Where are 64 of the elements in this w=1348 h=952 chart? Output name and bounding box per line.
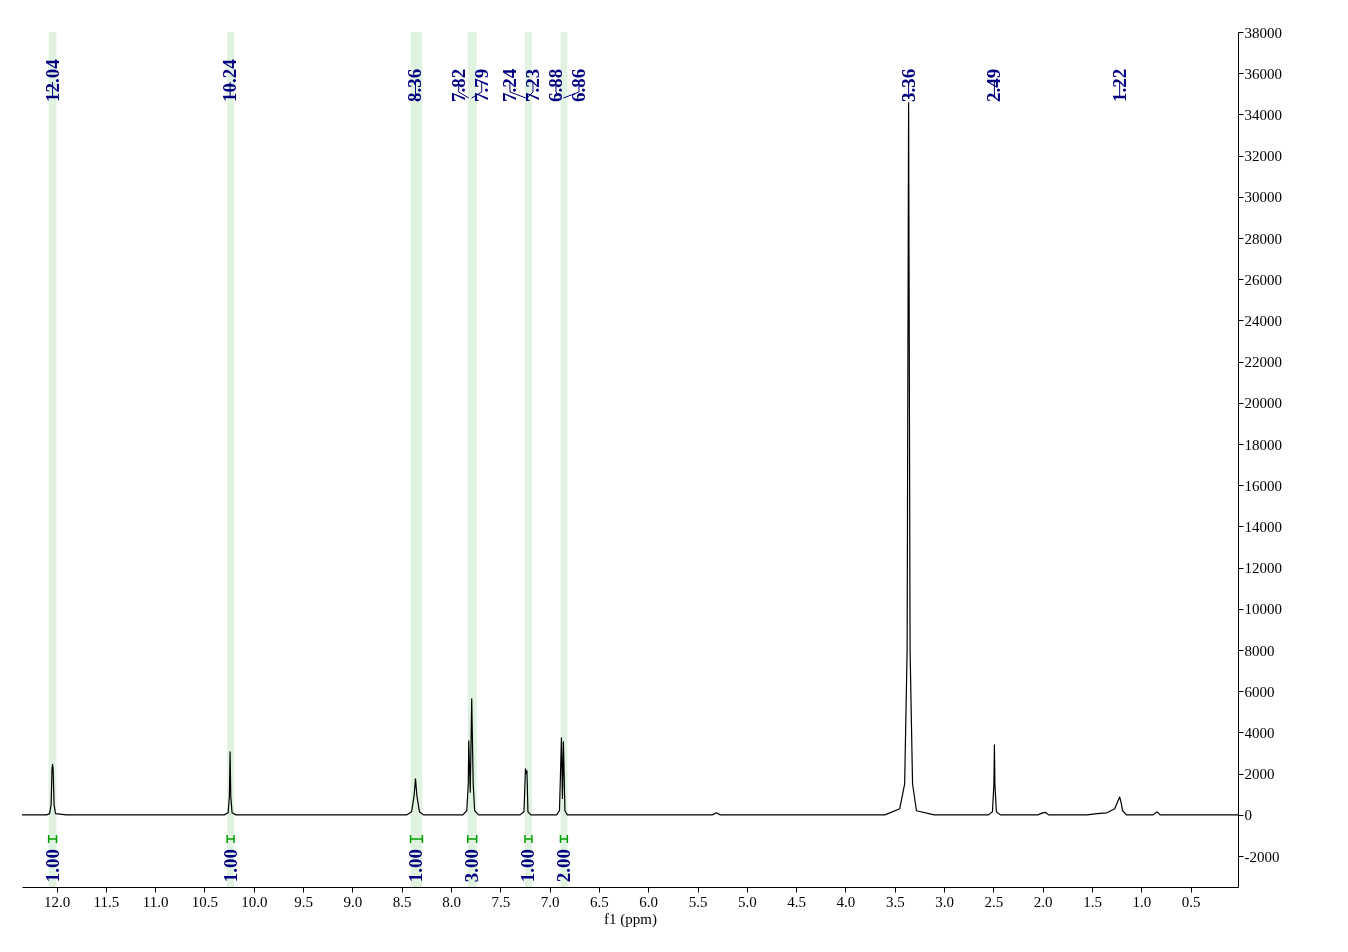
annotation: 3.36 <box>897 68 919 102</box>
annotation: 7.24 <box>498 68 520 102</box>
y-tick-label: 10000 <box>1244 601 1282 618</box>
y-tick-label: 18000 <box>1244 436 1282 453</box>
x-tick-label: 9.5 <box>294 893 313 910</box>
x-tick-label: 11.0 <box>142 893 169 910</box>
y-tick-label: 0 <box>1244 807 1252 824</box>
x-tick-label: 2.0 <box>1033 893 1053 910</box>
y-tick-label: 16000 <box>1244 477 1282 494</box>
band-label: 1.00 <box>517 849 539 883</box>
band-label: 1.00 <box>41 849 63 883</box>
x-tick-label: 5.5 <box>688 893 708 910</box>
x-tick-label: 9.0 <box>343 893 363 910</box>
annotation: 1.22 <box>1108 68 1130 102</box>
x-tick-label: 1.0 <box>1132 893 1152 910</box>
x-tick-label: 7.0 <box>540 893 560 910</box>
x-tick-label: 5.0 <box>737 893 757 910</box>
y-tick-label: 26000 <box>1244 271 1282 288</box>
y-tick-label: 14000 <box>1244 518 1282 535</box>
annotation: 7.23 <box>521 68 543 102</box>
x-tick-label: 11.5 <box>93 893 120 910</box>
y-tick-label: 34000 <box>1244 106 1282 123</box>
x-tick-label: 8.0 <box>442 893 461 910</box>
y-tick-label: 22000 <box>1244 354 1282 371</box>
y-tick-label: 24000 <box>1244 312 1282 329</box>
band-label: 3.00 <box>461 849 483 883</box>
y-tick-label: 30000 <box>1244 189 1282 206</box>
annotation: 2.49 <box>983 68 1005 102</box>
band-label: 1.00 <box>219 849 241 883</box>
y-tick-label: 12000 <box>1244 560 1282 577</box>
y-tick-label: 6000 <box>1244 683 1275 700</box>
band-label: 2.00 <box>552 849 574 883</box>
band-label: 1.00 <box>405 849 427 883</box>
annotation: 10.24 <box>219 58 241 102</box>
x-tick-label: 4.5 <box>787 893 807 910</box>
y-tick-label: 8000 <box>1244 642 1275 659</box>
y-tick-label: 20000 <box>1244 395 1282 412</box>
annotation: 6.88 <box>544 68 566 102</box>
x-tick-label: 6.5 <box>590 893 609 910</box>
x-tick-label: 1.5 <box>1083 893 1102 910</box>
x-tick-label: 10.0 <box>241 893 268 910</box>
annotation: 8.36 <box>404 68 426 102</box>
x-tick-label: 3.0 <box>935 893 954 910</box>
y-tick-label: 38000 <box>1244 24 1282 41</box>
annotation: 7.82 <box>447 68 469 102</box>
x-axis-title: f1 (ppm) <box>604 910 657 928</box>
y-tick-label: 32000 <box>1244 148 1282 165</box>
x-tick-label: 7.5 <box>491 893 511 910</box>
y-tick-label: 4000 <box>1244 724 1275 741</box>
x-tick-label: 8.5 <box>392 893 412 910</box>
x-tick-label: 3.5 <box>885 893 905 910</box>
y-tick-label: 2000 <box>1244 766 1275 783</box>
x-tick-label: 0.5 <box>1181 893 1201 910</box>
x-tick-label: 12.0 <box>43 893 71 910</box>
annotation: 12.04 <box>41 58 63 102</box>
y-tick-label: 36000 <box>1244 65 1282 82</box>
x-tick-label: 6.0 <box>639 893 659 910</box>
y-tick-label: -2000 <box>1244 848 1280 865</box>
annotation: 7.79 <box>470 68 492 102</box>
y-tick-label: 28000 <box>1244 230 1282 247</box>
x-tick-label: 4.0 <box>836 893 856 910</box>
x-tick-label: 2.5 <box>984 893 1004 910</box>
annotation: 6.86 <box>567 68 589 102</box>
x-tick-label: 10.5 <box>191 893 219 910</box>
